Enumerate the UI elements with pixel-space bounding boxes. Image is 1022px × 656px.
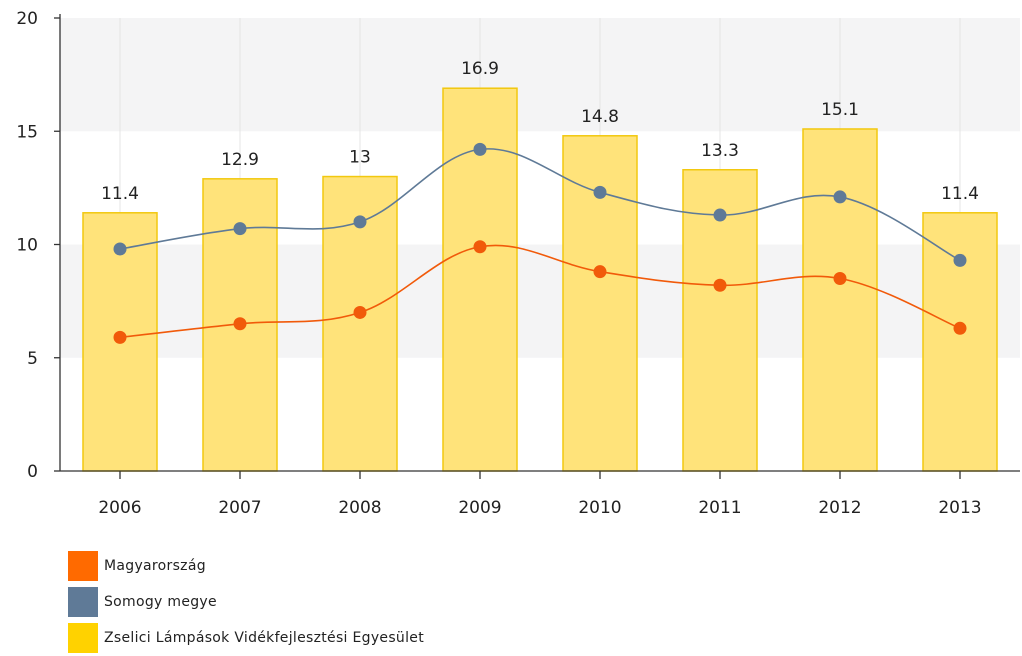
line-magyarorsz-g bbox=[119, 244, 961, 339]
bar-value-label: 14.8 bbox=[581, 107, 619, 127]
x-tick-label: 2012 bbox=[818, 498, 861, 518]
x-tick-label: 2010 bbox=[578, 498, 621, 518]
legend-label: Zselici Lámpások Vidékfejlesztési Egyesü… bbox=[104, 630, 424, 646]
line-points bbox=[113, 142, 967, 344]
x-tick-label: 2008 bbox=[338, 498, 381, 518]
point-somogy-megye bbox=[713, 208, 727, 222]
bar-data-labels: 11.4 12.9 13 16.9 14.8 13.3 15.1 11.4 bbox=[101, 59, 979, 204]
bar bbox=[802, 128, 878, 472]
point-magyarorsz-g bbox=[833, 271, 847, 285]
bar-value-label: 15.1 bbox=[821, 100, 859, 120]
x-tick-labels: 2006 2007 2008 2009 2010 2011 2012 2013 bbox=[98, 471, 982, 518]
y-tick-labels: 0 5 10 15 20 bbox=[16, 9, 60, 482]
point-magyarorsz-g bbox=[113, 330, 127, 344]
bar-value-label: 12.9 bbox=[221, 150, 259, 170]
legend-swatch bbox=[68, 551, 98, 581]
x-tick-label: 2011 bbox=[698, 498, 741, 518]
point-magyarorsz-g bbox=[353, 305, 367, 319]
legend: Magyarország Somogy megye Zselici Lámpás… bbox=[68, 548, 424, 656]
bar-value-label: 11.4 bbox=[941, 184, 979, 204]
y-tick-label: 15 bbox=[16, 122, 38, 142]
legend-item-magyarorszag[interactable]: Magyarország bbox=[68, 548, 424, 584]
x-tick-label: 2006 bbox=[98, 498, 141, 518]
y-tick-label: 5 bbox=[27, 349, 38, 369]
point-somogy-megye bbox=[113, 242, 127, 256]
legend-item-somogy-megye[interactable]: Somogy megye bbox=[68, 584, 424, 620]
point-magyarorsz-g bbox=[473, 240, 487, 254]
y-tick-label: 10 bbox=[16, 236, 38, 256]
bar-value-label: 13 bbox=[349, 148, 371, 168]
point-magyarorsz-g bbox=[593, 265, 607, 279]
point-somogy-megye bbox=[473, 142, 487, 156]
point-somogy-megye bbox=[593, 185, 607, 199]
legend-swatch bbox=[68, 587, 98, 617]
bar-value-label: 11.4 bbox=[101, 184, 139, 204]
legend-swatch bbox=[68, 623, 98, 653]
legend-label: Somogy megye bbox=[104, 594, 217, 610]
x-tick-label: 2009 bbox=[458, 498, 501, 518]
point-magyarorsz-g bbox=[713, 278, 727, 292]
y-tick-label: 0 bbox=[27, 462, 38, 482]
plot-band bbox=[60, 18, 1020, 132]
bar-series bbox=[82, 87, 998, 472]
line-series bbox=[119, 148, 961, 339]
line-somogy-megye bbox=[119, 148, 961, 262]
point-somogy-megye bbox=[353, 215, 367, 229]
bar bbox=[922, 212, 998, 472]
bar-value-label: 13.3 bbox=[701, 141, 739, 161]
bar-value-label: 16.9 bbox=[461, 59, 499, 79]
point-somogy-megye bbox=[233, 222, 247, 236]
point-magyarorsz-g bbox=[953, 321, 967, 335]
point-somogy-megye bbox=[953, 253, 967, 267]
combo-chart: 0 5 10 15 20 2006 2007 2008 2009 2010 2011 2012 201… bbox=[16, 9, 1020, 518]
x-tick-label: 2013 bbox=[938, 498, 981, 518]
point-somogy-megye bbox=[833, 190, 847, 204]
x-tick-label: 2007 bbox=[218, 498, 261, 518]
y-tick-label: 20 bbox=[16, 9, 38, 29]
legend-label: Magyarország bbox=[104, 558, 206, 574]
legend-item-zselici[interactable]: Zselici Lámpások Vidékfejlesztési Egyesü… bbox=[68, 620, 424, 656]
point-magyarorsz-g bbox=[233, 317, 247, 331]
axes bbox=[59, 14, 1020, 472]
